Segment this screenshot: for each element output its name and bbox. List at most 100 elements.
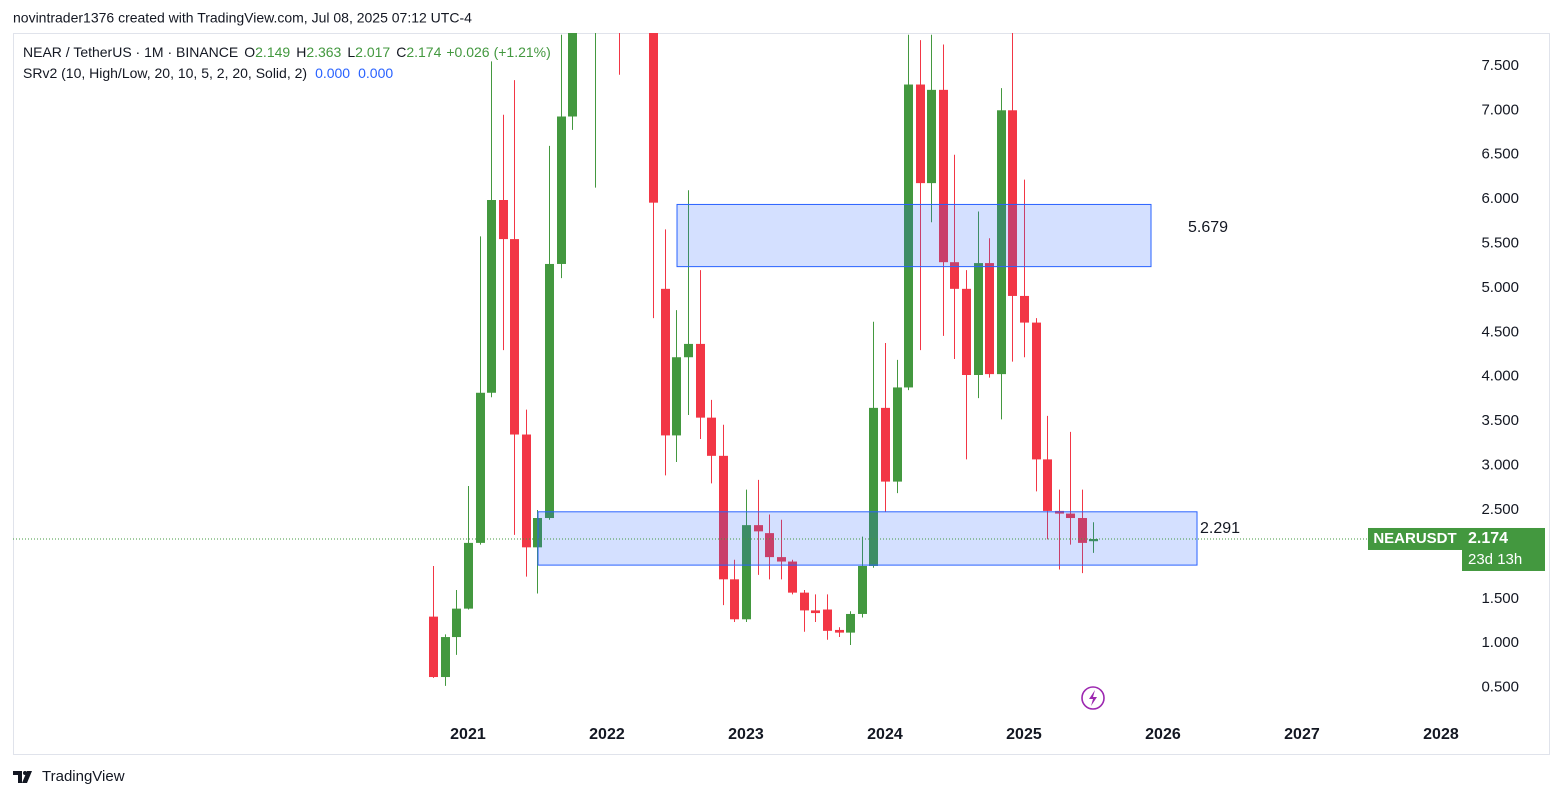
candle-body xyxy=(800,592,809,611)
candle-body xyxy=(696,343,705,418)
y-tick-label: 7.500 xyxy=(1481,57,1519,74)
candle-body xyxy=(858,565,867,614)
x-tick-label: 2026 xyxy=(1145,726,1181,743)
candle-body xyxy=(1032,322,1041,460)
alert-icon xyxy=(1081,686,1105,710)
candle-body xyxy=(510,239,519,435)
candle-body xyxy=(452,608,461,638)
candle-body xyxy=(974,263,983,376)
candle-body xyxy=(1043,459,1052,511)
y-tick-label: 3.000 xyxy=(1481,457,1519,474)
ohlc-key: L xyxy=(347,44,355,60)
candle-body xyxy=(881,407,890,482)
candle-body xyxy=(950,262,959,289)
candle-body xyxy=(568,33,577,117)
candle-body xyxy=(835,629,844,633)
symbol: NEAR / TetherUS · 1M · BINANCE xyxy=(23,44,238,60)
y-tick-label: 5.000 xyxy=(1481,279,1519,296)
candle-body xyxy=(869,407,878,566)
x-tick-label: 2025 xyxy=(1006,726,1042,743)
price-label: 2.174 xyxy=(1468,530,1508,547)
ohlc-value: 2.149 xyxy=(255,44,290,60)
change: +0.026 xyxy=(446,44,489,60)
candle-body xyxy=(765,533,774,558)
candle-body xyxy=(811,610,820,614)
attribution: novintrader1376 created with TradingView… xyxy=(13,10,472,26)
candle-body xyxy=(904,84,913,388)
x-tick-label: 2024 xyxy=(867,726,903,743)
candle-body xyxy=(1008,110,1017,296)
y-tick-label: 4.500 xyxy=(1481,323,1519,340)
candle-body xyxy=(545,263,554,519)
y-tick-label: 2.500 xyxy=(1481,501,1519,518)
candle-body xyxy=(487,200,496,393)
ohlc-value: 2.017 xyxy=(355,44,390,60)
y-tick-label: 6.500 xyxy=(1481,146,1519,163)
indicator-value: 0.000 xyxy=(358,65,393,81)
zone-label: 2.291 xyxy=(1200,520,1240,537)
x-tick-label: 2022 xyxy=(589,726,625,743)
countdown-label: 23d 13h xyxy=(1468,551,1522,568)
zone-label: 5.679 xyxy=(1188,219,1228,236)
candle-body xyxy=(684,343,693,358)
y-tick-label: 3.500 xyxy=(1481,412,1519,429)
x-tick-label: 2028 xyxy=(1423,726,1459,743)
candle-body xyxy=(522,434,531,548)
candle-body xyxy=(1089,538,1098,542)
y-tick-label: 6.000 xyxy=(1481,190,1519,207)
candle-body xyxy=(754,525,763,532)
candle-body xyxy=(557,116,566,264)
indicator-legend: SRv2 (10, High/Low, 20, 10, 5, 2, 20, So… xyxy=(23,65,393,81)
candle-body xyxy=(962,288,971,376)
ohlc-value: 2.363 xyxy=(306,44,341,60)
ticker-label: NEARUSDT xyxy=(1373,530,1456,547)
candle-body xyxy=(997,110,1006,375)
chart-frame xyxy=(13,33,1550,755)
candle-body xyxy=(1078,518,1087,543)
x-tick-label: 2021 xyxy=(450,726,486,743)
candle-body xyxy=(649,33,658,203)
ohlc-value: 2.174 xyxy=(406,44,441,60)
candle-body xyxy=(742,525,751,620)
candle-body xyxy=(533,518,542,548)
candle-body xyxy=(1020,295,1029,323)
candle-body xyxy=(823,609,832,631)
x-tick-label: 2027 xyxy=(1284,726,1320,743)
candle-body xyxy=(499,200,508,240)
candle-body xyxy=(661,288,670,436)
legend: NEAR / TetherUS · 1M · BINANCE O2.149 H2.3… xyxy=(23,44,551,60)
candle-body xyxy=(1066,513,1075,519)
candle-body xyxy=(672,357,681,436)
support-resistance-zone xyxy=(676,203,1152,268)
candle-body xyxy=(730,579,739,620)
y-tick-label: 4.000 xyxy=(1481,368,1519,385)
candle-body xyxy=(429,616,438,678)
footer-brand: TradingView xyxy=(42,768,125,785)
ohlc-key: O xyxy=(244,44,255,60)
x-tick-label: 2023 xyxy=(728,726,764,743)
price-badge xyxy=(1462,527,1545,571)
ohlc-key: C xyxy=(396,44,406,60)
y-tick-label: 1.500 xyxy=(1481,590,1519,607)
support-resistance-zone xyxy=(537,511,1198,566)
ohlc-key: H xyxy=(296,44,306,60)
ticker-badge xyxy=(1368,527,1462,550)
candle-body xyxy=(707,417,716,456)
tradingview-logo xyxy=(13,771,32,783)
candle-body xyxy=(788,561,797,593)
candle-body xyxy=(464,542,473,609)
candle-body xyxy=(939,89,948,263)
candle-body xyxy=(893,387,902,482)
indicator-value: 0.000 xyxy=(315,65,350,81)
y-tick-label: 5.500 xyxy=(1481,235,1519,252)
candle-body xyxy=(777,557,786,562)
candle-body xyxy=(927,89,936,184)
candle-body xyxy=(846,613,855,633)
y-tick-label: 0.500 xyxy=(1481,679,1519,696)
candle-body xyxy=(719,455,728,580)
y-tick-label: 1.000 xyxy=(1481,634,1519,651)
y-tick-label: 7.000 xyxy=(1481,101,1519,118)
indicator-name: SRv2 (10, High/Low, 20, 10, 5, 2, 20, So… xyxy=(23,65,307,81)
candle-body xyxy=(441,637,450,678)
